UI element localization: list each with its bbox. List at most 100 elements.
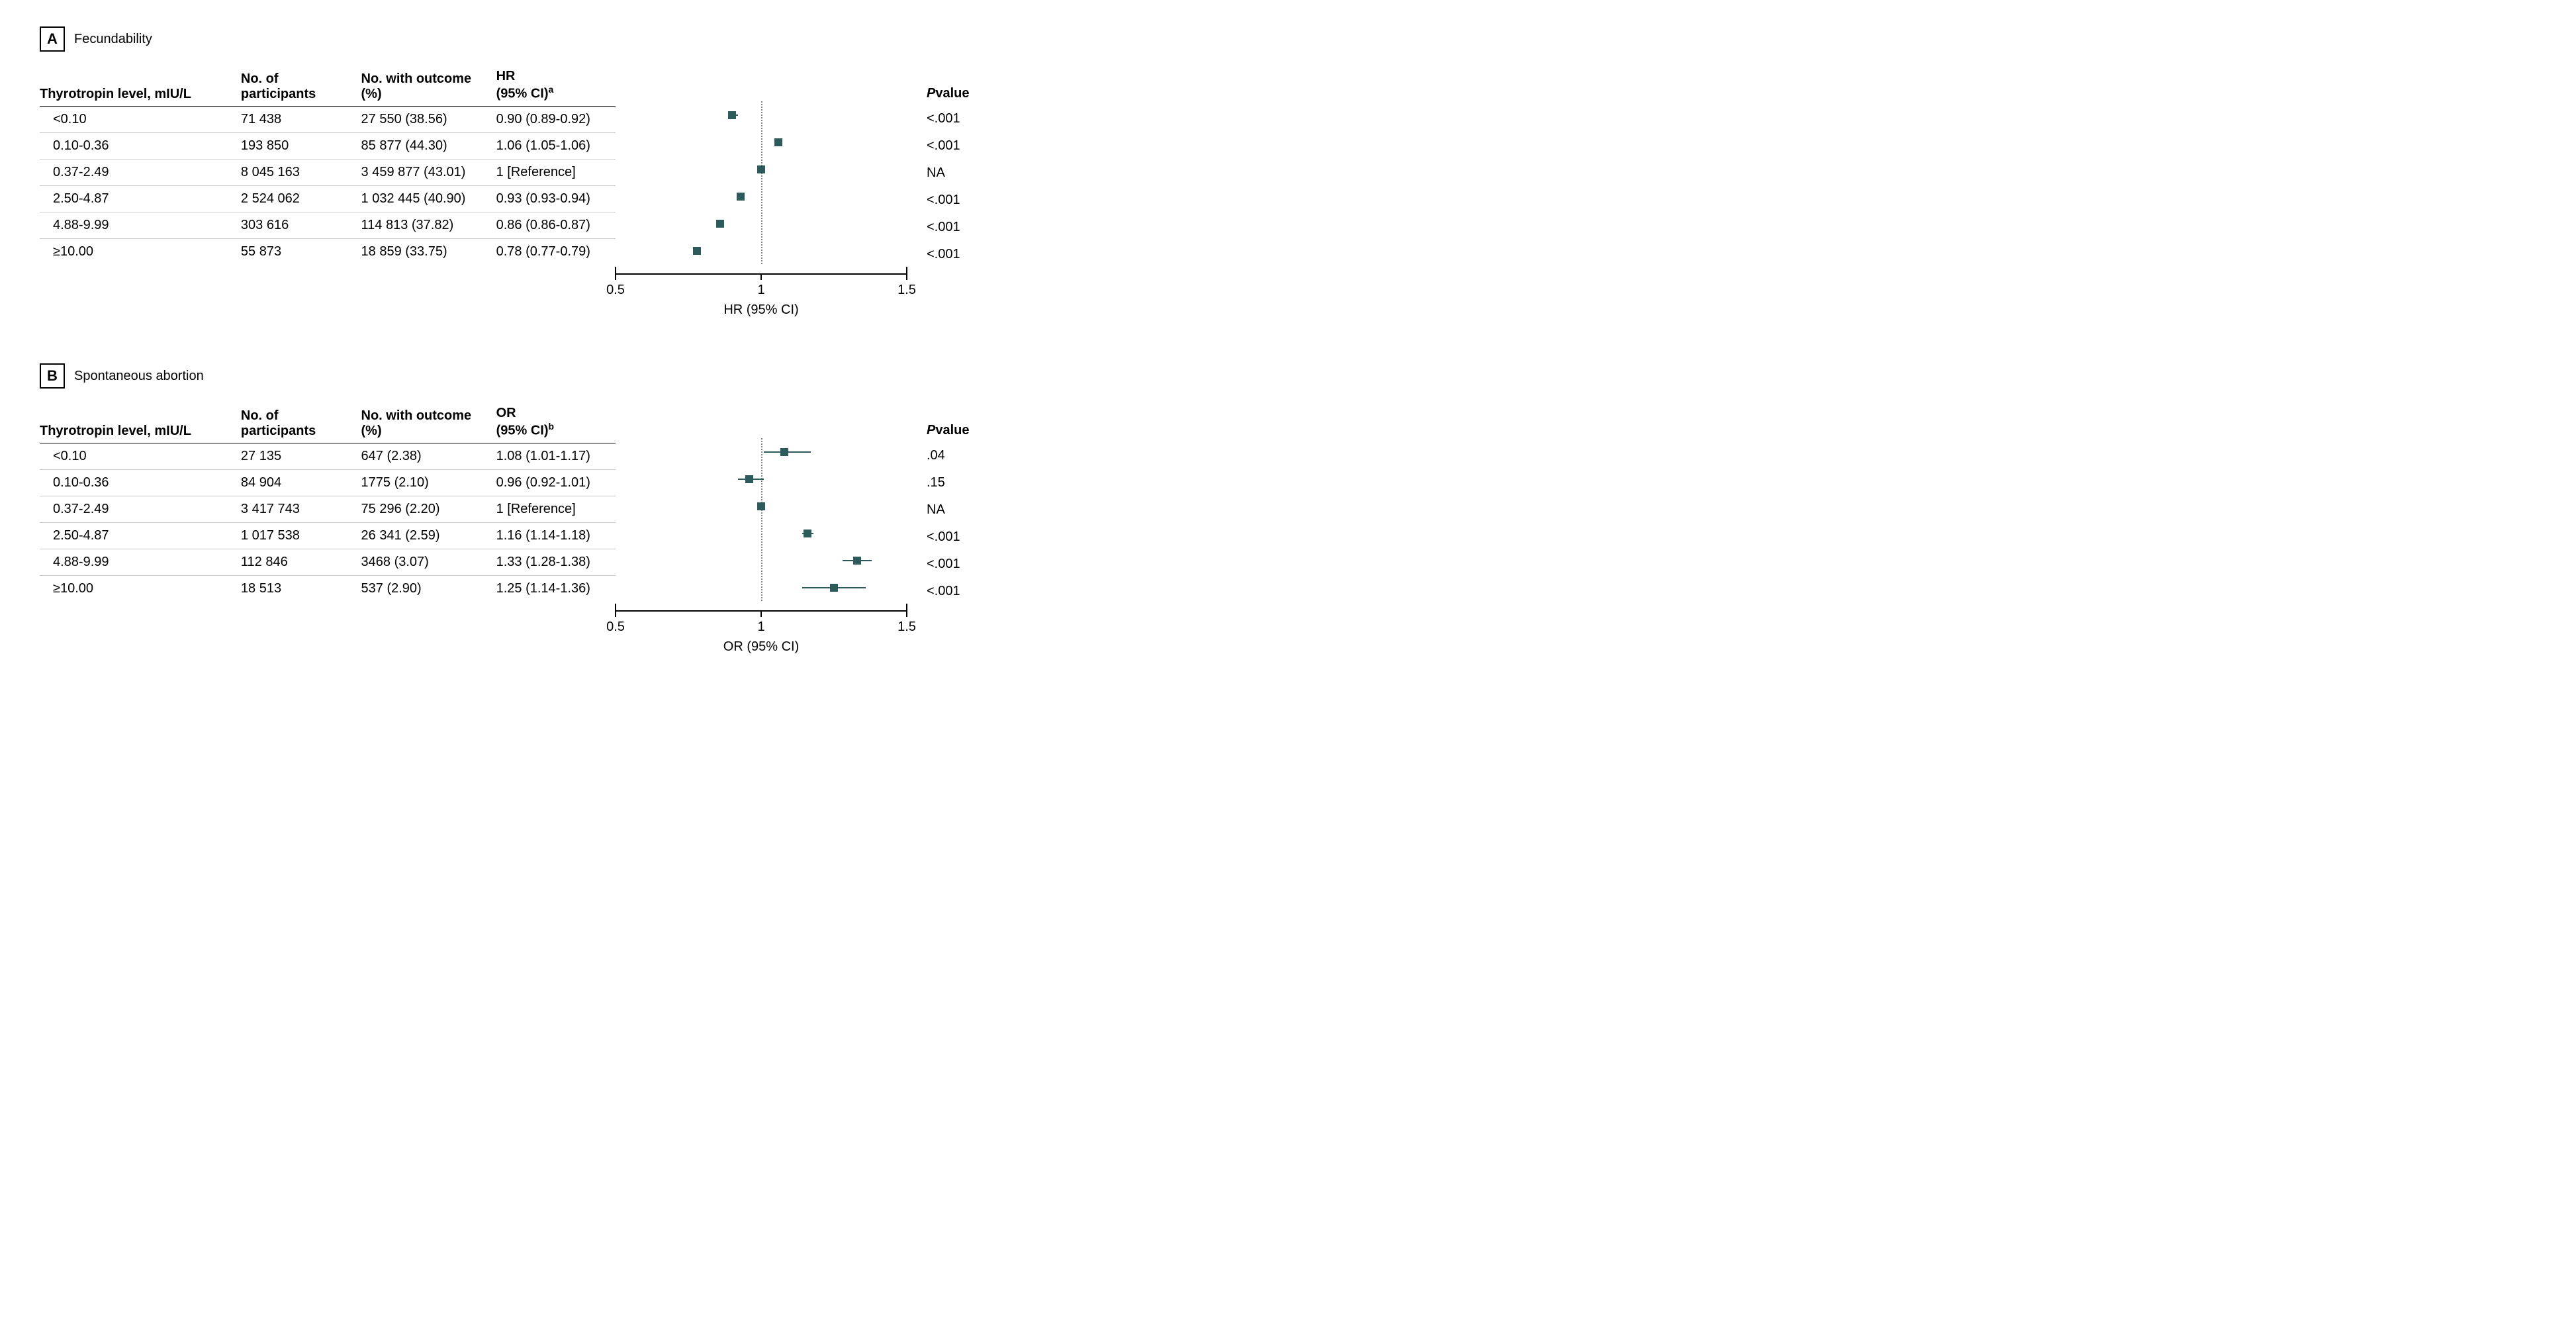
pvalue-cell: <.001: [927, 214, 1019, 241]
cell-effect: 0.93 (0.93-0.94): [496, 185, 616, 212]
pvalue-column: P value.04.15NA<.001<.001<.001: [907, 402, 1019, 605]
point-estimate-marker: [774, 138, 782, 146]
cell-effect: 1.25 (1.14-1.36): [496, 575, 616, 602]
forest-row: [616, 237, 907, 264]
cell-level: 0.37-2.49: [40, 496, 241, 522]
table-row: 0.37-2.493 417 74375 296 (2.20)1 [Refere…: [40, 496, 616, 522]
pvalue-cell: <.001: [927, 524, 1019, 551]
cell-effect: 0.86 (0.86-0.87): [496, 212, 616, 238]
cell-outcome: 114 813 (37.82): [361, 212, 496, 238]
pvalue-column: P value<.001<.001NA<.001<.001<.001: [907, 65, 1019, 268]
cell-outcome: 26 341 (2.59): [361, 522, 496, 549]
pvalue-header: P value: [927, 65, 1019, 105]
col-header-effect: HR(95% CI)a: [496, 65, 616, 106]
pvalue-cell: NA: [927, 496, 1019, 524]
pvalue-cell: <.001: [927, 551, 1019, 578]
cell-n: 1 017 538: [241, 522, 361, 549]
col-header-effect: OR(95% CI)b: [496, 402, 616, 443]
cell-outcome: 18 859 (33.75): [361, 238, 496, 265]
cell-outcome: 537 (2.90): [361, 575, 496, 602]
forest-row: [616, 128, 907, 156]
table-row: 0.37-2.498 045 1633 459 877 (43.01)1 [Re…: [40, 159, 616, 185]
table-header-row: Thyrotropin level, mIU/LNo. of participa…: [40, 402, 616, 443]
axis-tick-label: 1: [757, 620, 764, 635]
cell-outcome: 3 459 877 (43.01): [361, 159, 496, 185]
panel-a: AFecundabilityThyrotropin level, mIU/LNo…: [40, 26, 2536, 324]
table-row: 0.10-0.36193 85085 877 (44.30)1.06 (1.05…: [40, 132, 616, 159]
cell-n: 84 904: [241, 469, 361, 496]
point-estimate-marker: [745, 475, 753, 483]
forest-row: [616, 101, 907, 128]
table-row: 2.50-4.872 524 0621 032 445 (40.90)0.93 …: [40, 185, 616, 212]
cell-level: 2.50-4.87: [40, 185, 241, 212]
point-estimate-marker: [830, 584, 838, 592]
cell-n: 3 417 743: [241, 496, 361, 522]
col-header-outcome: No. with outcome (%): [361, 402, 496, 443]
forest-row: [616, 492, 907, 520]
pvalue-header: P value: [927, 402, 1019, 442]
forest-row: [616, 520, 907, 547]
cell-outcome: 3468 (3.07): [361, 549, 496, 575]
cell-effect: 1.16 (1.14-1.18): [496, 522, 616, 549]
forest-table: Thyrotropin level, mIU/LNo. of participa…: [40, 402, 616, 602]
forest-row: [616, 438, 907, 465]
forest-table: Thyrotropin level, mIU/LNo. of participa…: [40, 65, 616, 265]
cell-n: 55 873: [241, 238, 361, 265]
cell-level: <0.10: [40, 106, 241, 132]
cell-effect: 1 [Reference]: [496, 159, 616, 185]
point-estimate-marker: [757, 165, 765, 173]
axis-tick-label: 1: [757, 283, 764, 298]
cell-outcome: 647 (2.38): [361, 443, 496, 469]
cell-n: 27 135: [241, 443, 361, 469]
forest-row: [616, 210, 907, 237]
x-axis: 0.511.5HR (95% CI): [616, 264, 907, 324]
panel-subtitle: Fecundability: [74, 32, 152, 47]
cell-effect: 0.78 (0.77-0.79): [496, 238, 616, 265]
cell-n: 303 616: [241, 212, 361, 238]
pvalue-cell: NA: [927, 160, 1019, 187]
table-row: ≥10.0055 87318 859 (33.75)0.78 (0.77-0.7…: [40, 238, 616, 265]
axis-title: HR (95% CI): [723, 302, 798, 318]
axis-tick-label: 1.5: [897, 283, 916, 298]
cell-effect: 1 [Reference]: [496, 496, 616, 522]
table-row: <0.1027 135647 (2.38)1.08 (1.01-1.17): [40, 443, 616, 469]
forest-row: [616, 156, 907, 183]
panel-subtitle: Spontaneous abortion: [74, 369, 204, 384]
panel-title: BSpontaneous abortion: [40, 363, 2536, 389]
forest-row: [616, 183, 907, 210]
table-row: 4.88-9.99303 616114 813 (37.82)0.86 (0.8…: [40, 212, 616, 238]
cell-outcome: 75 296 (2.20): [361, 496, 496, 522]
cell-level: 4.88-9.99: [40, 212, 241, 238]
point-estimate-marker: [716, 220, 724, 228]
table-row: <0.1071 43827 550 (38.56)0.90 (0.89-0.92…: [40, 106, 616, 132]
cell-outcome: 85 877 (44.30): [361, 132, 496, 159]
cell-n: 8 045 163: [241, 159, 361, 185]
cell-outcome: 1 032 445 (40.90): [361, 185, 496, 212]
point-estimate-marker: [804, 530, 811, 537]
cell-n: 112 846: [241, 549, 361, 575]
axis-tick-label: 1.5: [897, 620, 916, 635]
cell-n: 18 513: [241, 575, 361, 602]
forest-row: [616, 547, 907, 574]
point-estimate-marker: [737, 193, 745, 201]
col-header-level: Thyrotropin level, mIU/L: [40, 65, 241, 106]
cell-effect: 1.08 (1.01-1.17): [496, 443, 616, 469]
axis-title: OR (95% CI): [723, 639, 799, 655]
cell-level: ≥10.00: [40, 575, 241, 602]
cell-n: 193 850: [241, 132, 361, 159]
table-row: ≥10.0018 513537 (2.90)1.25 (1.14-1.36): [40, 575, 616, 602]
cell-level: 0.10-0.36: [40, 132, 241, 159]
point-estimate-marker: [693, 247, 701, 255]
pvalue-cell: .15: [927, 469, 1019, 496]
forest-row: [616, 574, 907, 601]
cell-effect: 1.06 (1.05-1.06): [496, 132, 616, 159]
cell-level: ≥10.00: [40, 238, 241, 265]
panel-b: BSpontaneous abortion Thyrotropin level, …: [40, 363, 2536, 661]
forest-plot: 0.511.5OR (95% CI): [616, 402, 907, 661]
pvalue-cell: .04: [927, 442, 1019, 469]
pvalue-cell: <.001: [927, 132, 1019, 160]
forest-row: [616, 465, 907, 492]
cell-n: 71 438: [241, 106, 361, 132]
axis-tick-label: 0.5: [606, 283, 625, 298]
pvalue-cell: <.001: [927, 105, 1019, 132]
